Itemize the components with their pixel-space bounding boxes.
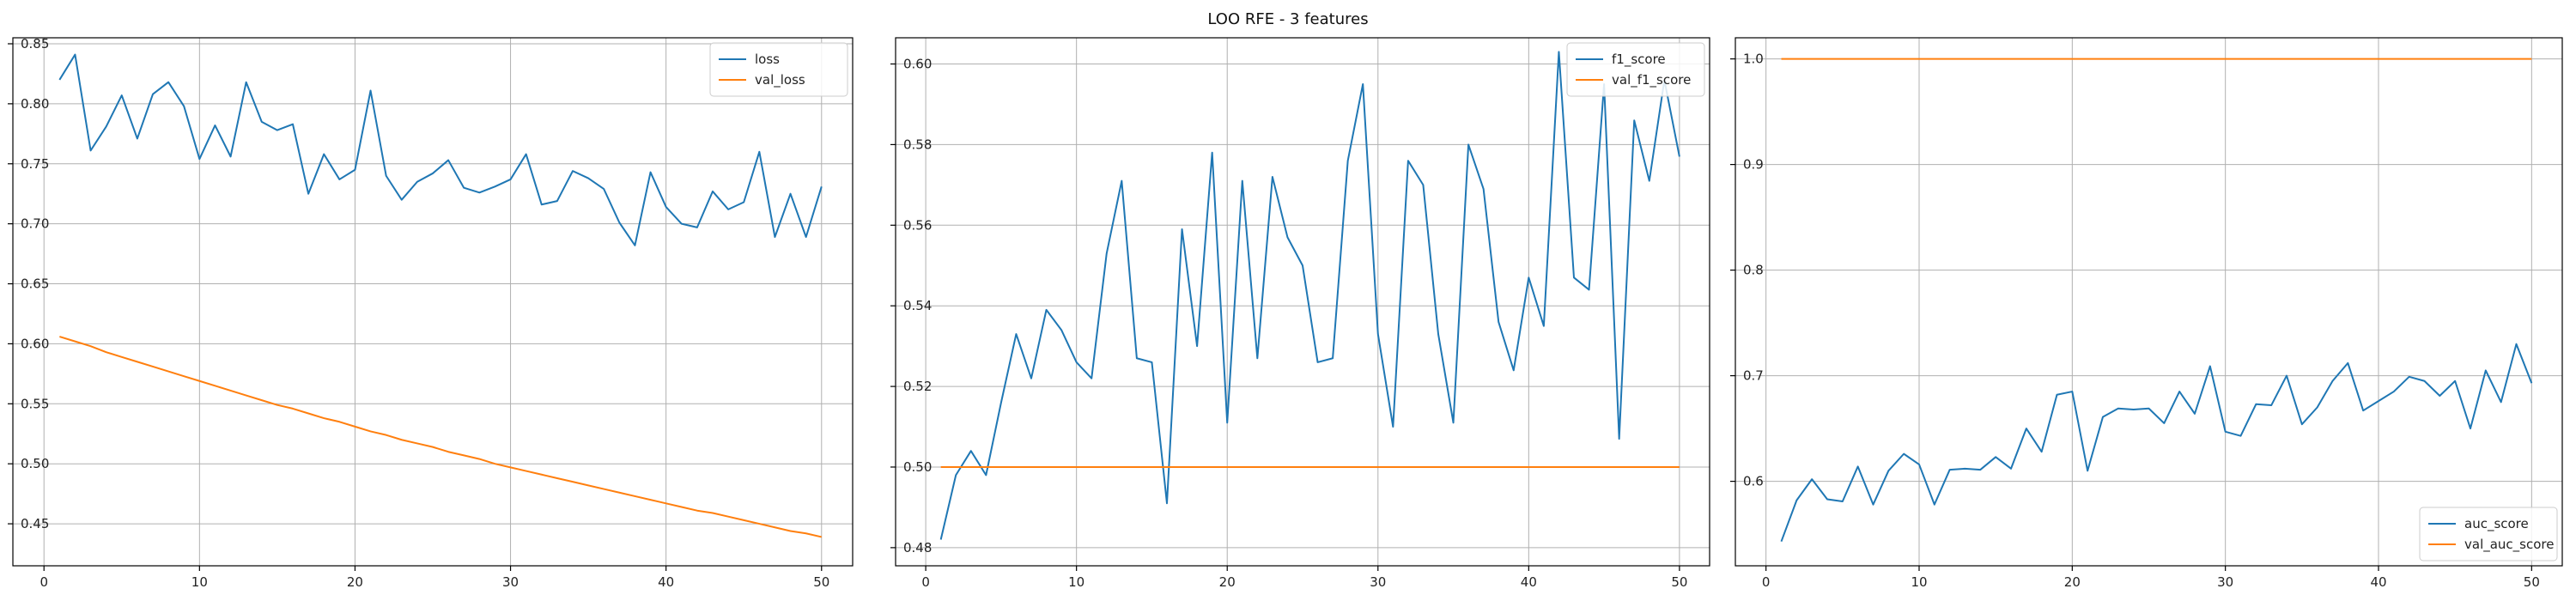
series-line-val-loss bbox=[59, 336, 823, 538]
y-tick-label: 0.65 bbox=[21, 276, 49, 292]
y-tick-label: 0.52 bbox=[903, 379, 932, 394]
y-tick-label: 0.60 bbox=[21, 336, 49, 351]
figure-title: LOO RFE - 3 features bbox=[1207, 10, 1368, 28]
y-tick-label: 0.58 bbox=[903, 137, 932, 152]
y-tick-label: 0.6 bbox=[1743, 474, 1764, 489]
legend-box bbox=[1566, 42, 1705, 97]
y-tick-label: 0.48 bbox=[903, 540, 932, 555]
y-tick-label: 0.45 bbox=[21, 516, 49, 531]
x-tick-label: 50 bbox=[813, 574, 829, 590]
y-tick-label: 0.50 bbox=[903, 459, 932, 475]
legend-label: loss bbox=[755, 52, 780, 67]
legend: loss val_loss bbox=[709, 42, 848, 97]
y-tick-label: 0.9 bbox=[1743, 157, 1764, 173]
x-tick-label: 50 bbox=[2524, 574, 2540, 590]
axes-frame bbox=[895, 37, 1710, 567]
y-tick-label: 0.56 bbox=[903, 217, 932, 233]
series-line-auc-score bbox=[1780, 343, 2533, 543]
axes-frame bbox=[12, 37, 854, 567]
x-tick-label: 0 bbox=[39, 574, 48, 590]
y-tick-label: 0.85 bbox=[21, 36, 49, 52]
x-tick-label: 40 bbox=[1521, 574, 1537, 590]
subplot-1: 0 10 20 30 40 50 0.45 0.50 0.55 0.60 0.65 0.70 0.75 0… bbox=[8, 36, 854, 590]
y-tick-label: 0.54 bbox=[903, 298, 932, 313]
legend-box bbox=[2419, 507, 2558, 562]
y-tick-label: 0.7 bbox=[1743, 368, 1764, 384]
x-tick-label: 10 bbox=[1068, 574, 1084, 590]
subplot-3: 0 10 20 30 40 50 0.6 0.7 0.8 0.9 1.0 auc_score val_a… bbox=[1730, 37, 2563, 590]
legend-label: auc_score bbox=[2464, 516, 2529, 532]
y-tick-label: 0.75 bbox=[21, 156, 49, 172]
x-tick-label: 0 bbox=[1762, 574, 1771, 590]
axes-frame bbox=[1735, 37, 2563, 567]
legend-label: f1_score bbox=[1612, 52, 1666, 68]
y-tick-label: 0.50 bbox=[21, 456, 49, 471]
x-tick-label: 20 bbox=[2064, 574, 2081, 590]
legend-label: val_auc_score bbox=[2464, 537, 2555, 553]
x-tick-label: 10 bbox=[1911, 574, 1927, 590]
x-tick-label: 40 bbox=[658, 574, 674, 590]
y-tick-label: 0.8 bbox=[1743, 263, 1764, 278]
subplot-2: 0 10 20 30 40 50 0.48 0.50 0.52 0.54 0.56 0.58 0.60 f… bbox=[890, 37, 1710, 590]
series-line-loss bbox=[58, 53, 823, 246]
x-tick-label: 30 bbox=[1370, 574, 1386, 590]
legend-label: val_loss bbox=[755, 72, 805, 88]
x-tick-label: 20 bbox=[1219, 574, 1236, 590]
x-tick-label: 50 bbox=[1671, 574, 1687, 590]
x-tick-label: 30 bbox=[502, 574, 519, 590]
y-tick-label: 0.60 bbox=[903, 57, 932, 72]
subplot-panels: 0 10 20 30 40 500.450.500.550.600.650.700.750… bbox=[8, 36, 2563, 590]
legend: auc_score val_auc_score bbox=[2419, 507, 2558, 562]
grid bbox=[13, 38, 853, 566]
legend-label: val_f1_score bbox=[1612, 72, 1691, 88]
legend-box bbox=[709, 42, 848, 97]
series-line-f1-score bbox=[939, 51, 1680, 540]
x-tick-label: 30 bbox=[2217, 574, 2233, 590]
x-tick-label: 10 bbox=[191, 574, 208, 590]
legend: f1_score val_f1_score bbox=[1566, 42, 1705, 97]
x-tick-label: 20 bbox=[347, 574, 363, 590]
x-tick-label: 0 bbox=[921, 574, 930, 590]
x-tick-label: 40 bbox=[2370, 574, 2386, 590]
y-tick-label: 0.55 bbox=[21, 396, 49, 411]
y-tick-label: 1.0 bbox=[1743, 52, 1764, 67]
y-tick-label: 0.70 bbox=[21, 216, 49, 232]
y-tick-label: 0.80 bbox=[21, 96, 49, 112]
